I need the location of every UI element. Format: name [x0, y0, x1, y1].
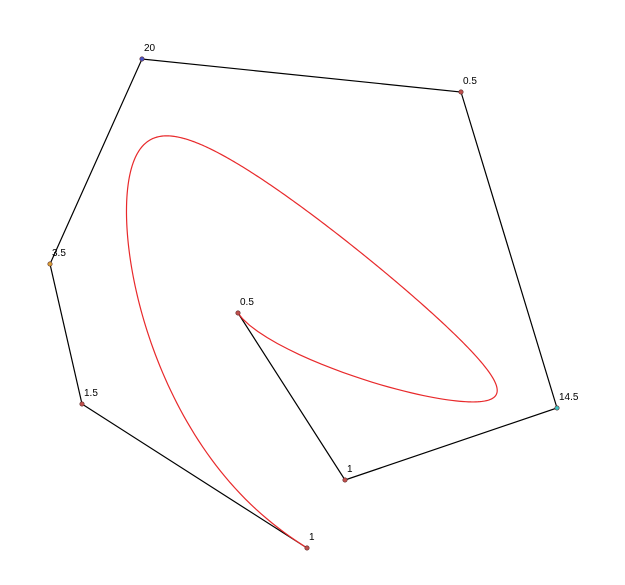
weight-label-5: 14.5 — [559, 392, 579, 403]
control-point-4[interactable] — [458, 89, 464, 95]
control-polygon — [49, 58, 558, 549]
control-point-7[interactable] — [235, 310, 241, 316]
weight-label-0: 1 — [309, 532, 315, 543]
control-point-3[interactable] — [139, 56, 145, 62]
weight-label-2: 3.5 — [52, 248, 66, 259]
weight-labels: 1 1.5 3.5 20 0.5 14.5 1 0.5 — [52, 43, 579, 543]
weight-label-6: 1 — [347, 464, 353, 475]
weight-label-1: 1.5 — [84, 388, 98, 399]
control-point-6[interactable] — [342, 477, 348, 483]
control-points — [47, 56, 560, 551]
control-point-0[interactable] — [304, 545, 310, 551]
rational-bezier-curve — [125, 135, 498, 549]
weight-label-4: 0.5 — [463, 76, 477, 87]
control-point-5[interactable] — [554, 405, 560, 411]
control-point-2[interactable] — [47, 261, 53, 267]
control-point-1[interactable] — [79, 401, 85, 407]
weight-label-3: 20 — [144, 43, 156, 54]
weight-label-7: 0.5 — [240, 297, 254, 308]
